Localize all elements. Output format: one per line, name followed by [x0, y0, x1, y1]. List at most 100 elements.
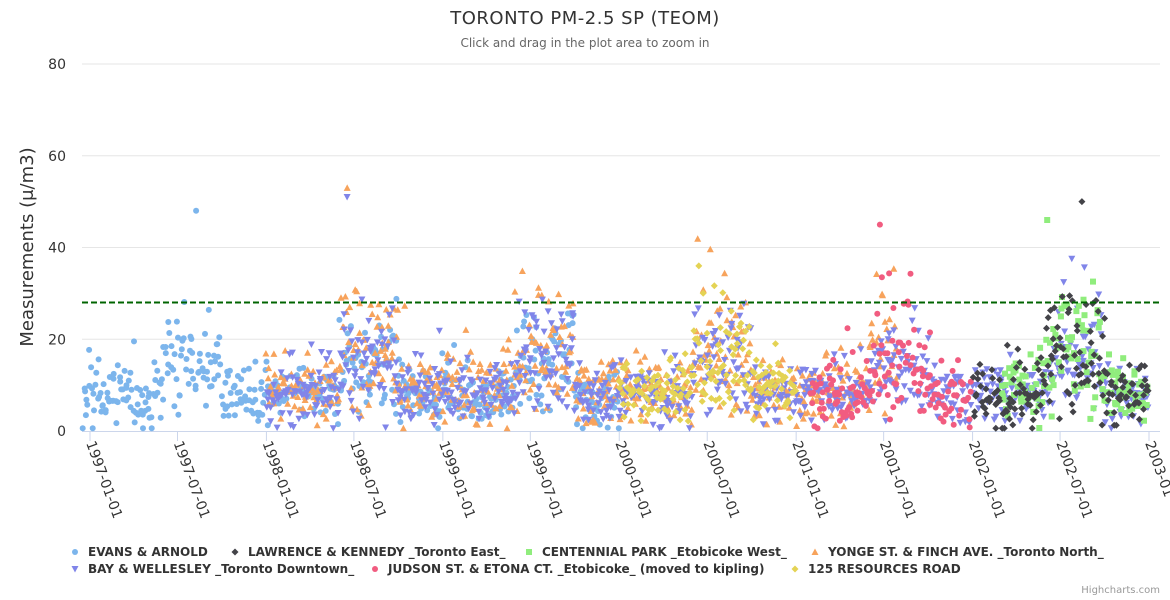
data-point[interactable] — [1109, 371, 1116, 378]
data-point[interactable] — [171, 351, 178, 358]
data-point[interactable] — [385, 360, 393, 367]
data-point[interactable] — [686, 389, 694, 397]
data-point[interactable] — [645, 370, 653, 377]
data-point[interactable] — [581, 389, 589, 396]
data-point[interactable] — [797, 412, 805, 420]
data-point[interactable] — [884, 350, 891, 357]
data-point[interactable] — [537, 401, 544, 408]
data-point[interactable] — [216, 334, 223, 341]
data-point[interactable] — [245, 365, 252, 372]
data-point[interactable] — [1052, 355, 1060, 362]
data-point[interactable] — [522, 376, 530, 384]
data-point[interactable] — [1043, 336, 1050, 343]
data-point[interactable] — [365, 317, 373, 325]
data-point[interactable] — [525, 326, 533, 334]
data-point[interactable] — [737, 319, 745, 327]
data-point[interactable] — [1065, 390, 1073, 398]
data-point[interactable] — [558, 398, 566, 405]
data-point[interactable] — [476, 360, 484, 368]
data-point[interactable] — [768, 377, 776, 385]
data-point[interactable] — [605, 387, 613, 394]
data-point[interactable] — [1003, 407, 1011, 415]
data-point[interactable] — [586, 381, 594, 388]
data-point[interactable] — [1056, 334, 1064, 342]
data-point[interactable] — [548, 368, 556, 376]
data-point[interactable] — [258, 379, 265, 386]
data-point[interactable] — [520, 323, 527, 330]
data-point[interactable] — [895, 373, 903, 381]
data-point[interactable] — [185, 380, 192, 387]
data-point[interactable] — [154, 389, 161, 396]
data-point[interactable] — [615, 425, 622, 432]
legend-item[interactable]: EVANS & ARNOLD — [68, 544, 208, 560]
data-point[interactable] — [277, 369, 285, 376]
data-point[interactable] — [313, 402, 321, 410]
data-point[interactable] — [360, 350, 368, 358]
data-point[interactable] — [862, 402, 869, 409]
data-point[interactable] — [246, 386, 253, 393]
data-point[interactable] — [339, 383, 347, 390]
data-point[interactable] — [518, 267, 526, 275]
data-point[interactable] — [114, 399, 121, 406]
data-point[interactable] — [332, 396, 340, 403]
data-point[interactable] — [277, 373, 285, 381]
data-point[interactable] — [1006, 415, 1013, 423]
data-point[interactable] — [417, 352, 425, 360]
data-point[interactable] — [532, 318, 540, 326]
data-point[interactable] — [854, 407, 861, 414]
data-point[interactable] — [1073, 322, 1081, 330]
data-point[interactable] — [733, 340, 741, 348]
data-point[interactable] — [810, 410, 818, 417]
data-point[interactable] — [1090, 321, 1098, 329]
data-point[interactable] — [270, 399, 278, 407]
data-point[interactable] — [712, 362, 720, 369]
data-point[interactable] — [568, 336, 576, 343]
data-point[interactable] — [865, 406, 873, 414]
data-point[interactable] — [764, 407, 772, 414]
data-point[interactable] — [849, 349, 856, 355]
data-point[interactable] — [731, 345, 739, 353]
data-point[interactable] — [836, 391, 843, 398]
data-point[interactable] — [365, 401, 373, 408]
data-point[interactable] — [131, 338, 137, 345]
data-point[interactable] — [170, 366, 177, 373]
data-point[interactable] — [652, 389, 660, 397]
data-point[interactable] — [999, 382, 1005, 389]
data-point[interactable] — [688, 363, 696, 371]
data-point[interactable] — [401, 302, 409, 309]
data-point[interactable] — [907, 270, 914, 277]
data-point[interactable] — [428, 380, 436, 388]
data-point[interactable] — [348, 403, 356, 411]
data-point[interactable] — [902, 359, 909, 366]
data-point[interactable] — [534, 398, 541, 405]
data-point[interactable] — [353, 287, 361, 295]
data-point[interactable] — [384, 343, 392, 350]
data-point[interactable] — [104, 389, 111, 396]
data-point[interactable] — [1141, 417, 1147, 424]
data-point[interactable] — [449, 410, 457, 418]
data-point[interactable] — [1029, 416, 1037, 424]
data-point[interactable] — [884, 392, 891, 398]
data-point[interactable] — [354, 337, 362, 344]
data-point[interactable] — [616, 407, 624, 415]
data-point[interactable] — [723, 371, 730, 379]
data-point[interactable] — [720, 361, 727, 369]
data-point[interactable] — [378, 323, 386, 331]
data-point[interactable] — [1052, 331, 1059, 338]
data-point[interactable] — [723, 293, 731, 301]
data-point[interactable] — [950, 421, 957, 428]
data-point[interactable] — [458, 367, 466, 374]
data-point[interactable] — [627, 417, 635, 424]
data-point[interactable] — [347, 384, 355, 392]
data-point[interactable] — [1026, 401, 1034, 409]
data-point[interactable] — [436, 396, 443, 404]
data-point[interactable] — [304, 349, 312, 356]
data-point[interactable] — [1121, 378, 1129, 386]
data-point[interactable] — [538, 291, 546, 299]
data-point[interactable] — [195, 368, 202, 375]
data-point[interactable] — [549, 389, 557, 397]
data-point[interactable] — [447, 358, 455, 366]
data-point[interactable] — [193, 207, 200, 214]
data-point[interactable] — [1006, 373, 1013, 380]
data-point[interactable] — [1131, 368, 1138, 375]
